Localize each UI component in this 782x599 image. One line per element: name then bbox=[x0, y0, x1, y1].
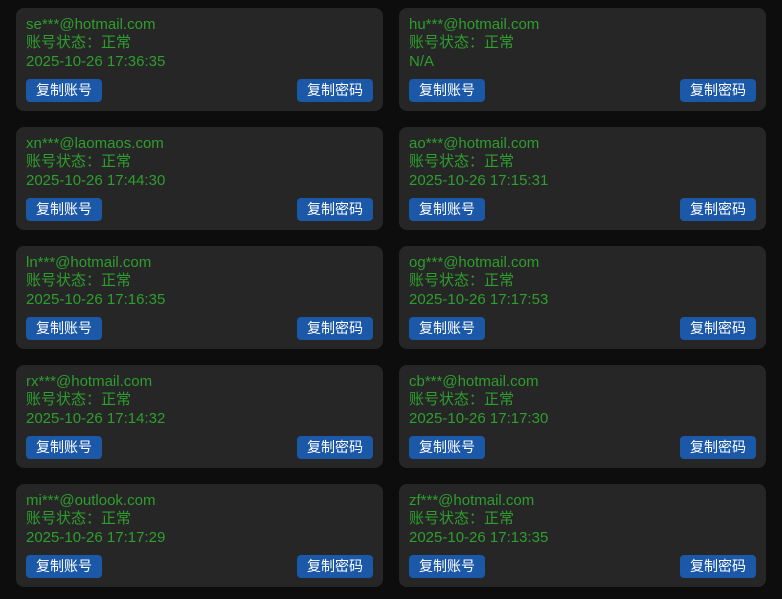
account-email: cb***@hotmail.com bbox=[409, 373, 539, 390]
account-email: ao***@hotmail.com bbox=[409, 135, 540, 152]
account-email: se***@hotmail.com bbox=[26, 16, 156, 33]
account-status: 账号状态：正常 bbox=[409, 153, 515, 171]
copy-account-button[interactable]: 复制账号 bbox=[26, 79, 102, 102]
copy-password-button[interactable]: 复制密码 bbox=[297, 555, 373, 578]
copy-account-button[interactable]: 复制账号 bbox=[409, 317, 485, 340]
account-timestamp: 2025-10-26 17:15:31 bbox=[409, 171, 549, 189]
card-actions: 复制账号 复制密码 bbox=[409, 198, 756, 221]
account-status: 账号状态：正常 bbox=[409, 510, 515, 528]
account-status: 账号状态：正常 bbox=[26, 272, 132, 290]
copy-password-button[interactable]: 复制密码 bbox=[680, 79, 756, 102]
account-status: 账号状态：正常 bbox=[26, 510, 132, 528]
account-email: og***@hotmail.com bbox=[409, 254, 540, 271]
account-email: hu***@hotmail.com bbox=[409, 16, 540, 33]
copy-password-button[interactable]: 复制密码 bbox=[680, 555, 756, 578]
card-actions: 复制账号 复制密码 bbox=[26, 436, 373, 459]
account-card: se***@hotmail.com 账号状态：正常 2025-10-26 17:… bbox=[16, 8, 383, 111]
account-email: xn***@laomaos.com bbox=[26, 135, 164, 152]
account-card: rx***@hotmail.com 账号状态：正常 2025-10-26 17:… bbox=[16, 365, 383, 468]
account-email: zf***@hotmail.com bbox=[409, 492, 535, 509]
card-actions: 复制账号 复制密码 bbox=[26, 198, 373, 221]
account-timestamp: 2025-10-26 17:17:30 bbox=[409, 409, 549, 427]
account-card: xn***@laomaos.com 账号状态：正常 2025-10-26 17:… bbox=[16, 127, 383, 230]
account-timestamp: 2025-10-26 17:14:32 bbox=[26, 409, 166, 427]
account-status: 账号状态：正常 bbox=[409, 272, 515, 290]
card-actions: 复制账号 复制密码 bbox=[409, 317, 756, 340]
account-email: mi***@outlook.com bbox=[26, 492, 156, 509]
account-card: og***@hotmail.com 账号状态：正常 2025-10-26 17:… bbox=[399, 246, 766, 349]
copy-password-button[interactable]: 复制密码 bbox=[297, 436, 373, 459]
card-actions: 复制账号 复制密码 bbox=[26, 317, 373, 340]
account-card: ln***@hotmail.com 账号状态：正常 2025-10-26 17:… bbox=[16, 246, 383, 349]
copy-account-button[interactable]: 复制账号 bbox=[26, 317, 102, 340]
account-card: zf***@hotmail.com 账号状态：正常 2025-10-26 17:… bbox=[399, 484, 766, 587]
card-actions: 复制账号 复制密码 bbox=[26, 555, 373, 578]
account-timestamp: N/A bbox=[409, 52, 435, 70]
account-timestamp: 2025-10-26 17:13:35 bbox=[409, 528, 549, 546]
copy-account-button[interactable]: 复制账号 bbox=[409, 79, 485, 102]
card-actions: 复制账号 复制密码 bbox=[409, 436, 756, 459]
account-card: cb***@hotmail.com 账号状态：正常 2025-10-26 17:… bbox=[399, 365, 766, 468]
card-actions: 复制账号 复制密码 bbox=[409, 555, 756, 578]
account-email: rx***@hotmail.com bbox=[26, 373, 153, 390]
copy-password-button[interactable]: 复制密码 bbox=[680, 317, 756, 340]
account-status: 账号状态：正常 bbox=[26, 153, 132, 171]
account-status: 账号状态：正常 bbox=[409, 391, 515, 409]
account-email: ln***@hotmail.com bbox=[26, 254, 152, 271]
copy-password-button[interactable]: 复制密码 bbox=[297, 79, 373, 102]
account-status: 账号状态：正常 bbox=[26, 34, 132, 52]
account-timestamp: 2025-10-26 17:17:29 bbox=[26, 528, 166, 546]
account-status: 账号状态：正常 bbox=[409, 34, 515, 52]
card-actions: 复制账号 复制密码 bbox=[26, 79, 373, 102]
account-timestamp: 2025-10-26 17:17:53 bbox=[409, 290, 549, 308]
copy-account-button[interactable]: 复制账号 bbox=[26, 198, 102, 221]
account-timestamp: 2025-10-26 17:36:35 bbox=[26, 52, 166, 70]
copy-password-button[interactable]: 复制密码 bbox=[297, 198, 373, 221]
copy-account-button[interactable]: 复制账号 bbox=[409, 436, 485, 459]
copy-account-button[interactable]: 复制账号 bbox=[26, 436, 102, 459]
copy-account-button[interactable]: 复制账号 bbox=[26, 555, 102, 578]
card-actions: 复制账号 复制密码 bbox=[409, 79, 756, 102]
copy-password-button[interactable]: 复制密码 bbox=[680, 198, 756, 221]
copy-account-button[interactable]: 复制账号 bbox=[409, 555, 485, 578]
copy-password-button[interactable]: 复制密码 bbox=[680, 436, 756, 459]
account-card: mi***@outlook.com 账号状态：正常 2025-10-26 17:… bbox=[16, 484, 383, 587]
copy-password-button[interactable]: 复制密码 bbox=[297, 317, 373, 340]
account-timestamp: 2025-10-26 17:44:30 bbox=[26, 171, 166, 189]
account-card: hu***@hotmail.com 账号状态：正常 N/A 复制账号 复制密码 bbox=[399, 8, 766, 111]
account-card: ao***@hotmail.com 账号状态：正常 2025-10-26 17:… bbox=[399, 127, 766, 230]
account-timestamp: 2025-10-26 17:16:35 bbox=[26, 290, 166, 308]
account-status: 账号状态：正常 bbox=[26, 391, 132, 409]
copy-account-button[interactable]: 复制账号 bbox=[409, 198, 485, 221]
